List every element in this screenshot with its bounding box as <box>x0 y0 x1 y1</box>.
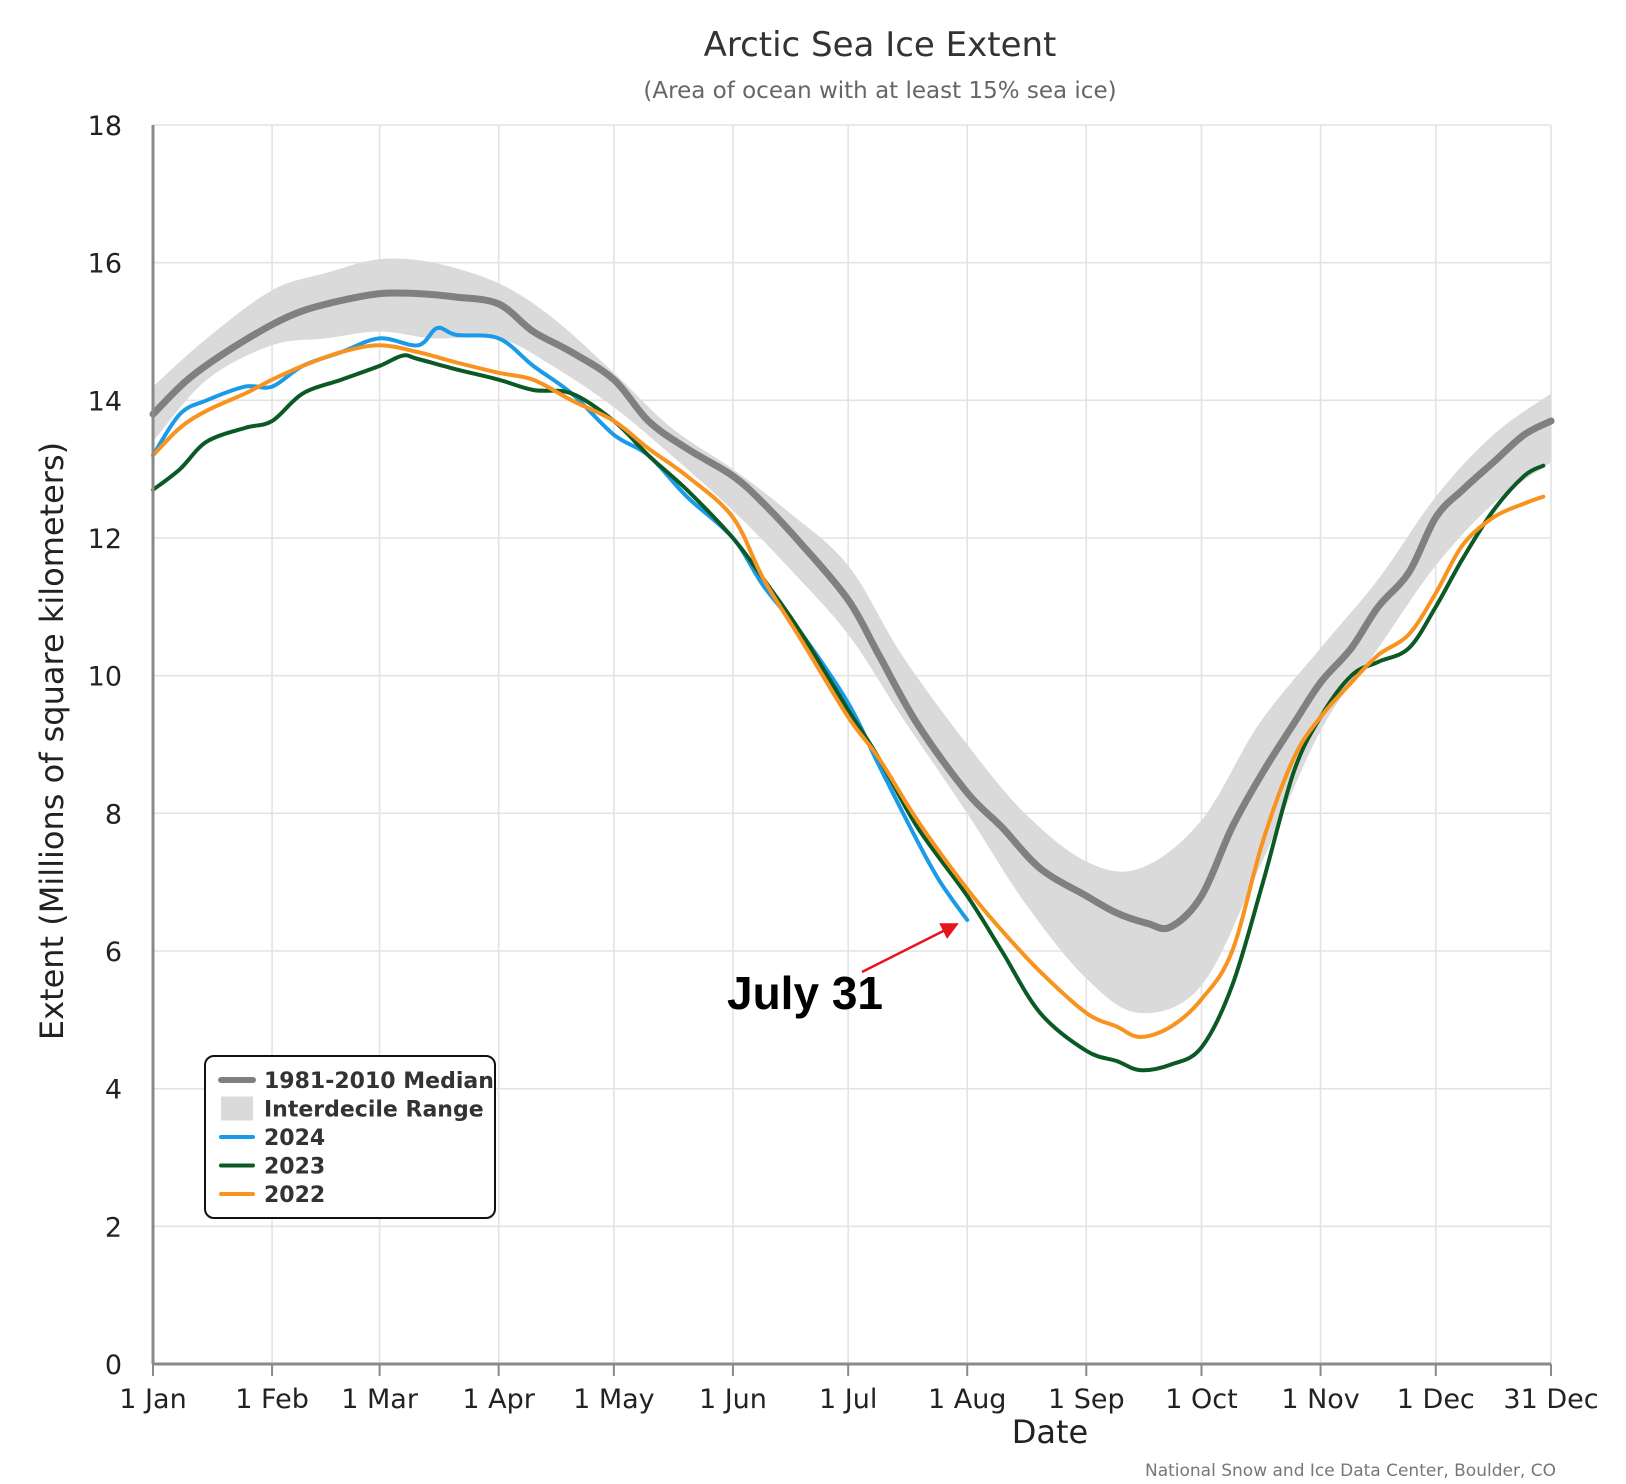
x-tick-label: 1 Jun <box>699 1384 767 1415</box>
x-tick-label: 1 Aug <box>928 1384 1006 1415</box>
credit-text: National Snow and Ice Data Center, Bould… <box>1145 1461 1556 1480</box>
series-line-2024 <box>151 325 970 922</box>
y-tick-label: 10 <box>88 662 122 693</box>
x-tick-label: 1 Apr <box>462 1384 535 1415</box>
y-tick-label: 14 <box>88 386 122 417</box>
y-tick-label: 0 <box>105 1350 122 1381</box>
x-tick-label: 1 Nov <box>1281 1384 1359 1415</box>
x-axis-label: Date <box>1012 1413 1088 1451</box>
series-line-2022 <box>151 343 1546 1039</box>
legend-label: 2022 <box>264 1183 325 1208</box>
y-tick-label: 6 <box>105 937 122 968</box>
legend-items: 1981-2010 Median Interdecile Range 2024 202… <box>218 1069 494 1208</box>
legend-label: 1981-2010 Median <box>264 1069 494 1094</box>
axes <box>151 125 1551 1366</box>
legend-swatch <box>221 1096 253 1121</box>
y-tick-label: 4 <box>105 1075 122 1106</box>
annotation-label: July 31 <box>727 967 883 1019</box>
y-tick-labels: 0 2 4 6 8 10 12 14 16 18 <box>88 111 122 1381</box>
chart-subtitle: (Area of ocean with at least 15% sea ice… <box>643 78 1116 104</box>
x-tick-label: 1 May <box>573 1384 655 1415</box>
legend-label: 2024 <box>264 1126 325 1151</box>
x-tick-label: 1 Dec <box>1397 1384 1475 1415</box>
legend-label: 2023 <box>264 1155 325 1180</box>
interdecile-band-layer <box>153 258 1551 1014</box>
x-tick-label: 1 Sep <box>1048 1384 1125 1415</box>
legend-label: Interdecile Range <box>264 1098 484 1123</box>
y-tick-label: 16 <box>88 249 122 280</box>
x-tick-label: 1 Mar <box>341 1384 419 1415</box>
annotation-arrow <box>861 922 959 974</box>
series-line-1981-2010-median <box>149 289 1555 933</box>
y-axis-label: Extent (Millions of square kilometers) <box>33 442 71 1040</box>
y-tick-label: 12 <box>88 524 122 555</box>
interdecile-range-band <box>153 258 1551 1014</box>
y-tick-label: 2 <box>105 1212 122 1243</box>
y-tick-label: 8 <box>105 799 122 830</box>
x-tick-labels: 1 Jan 1 Feb 1 Mar 1 Apr 1 May 1 Jun 1 Jul 1 Aug… <box>119 1364 1599 1415</box>
chart-title: Arctic Sea Ice Extent <box>704 25 1057 65</box>
series-layer <box>149 289 1555 1073</box>
x-tick-label: 1 Feb <box>235 1384 309 1415</box>
x-tick-label: 1 Jul <box>819 1384 877 1415</box>
x-tick-label: 31 Dec <box>1503 1384 1598 1415</box>
legend: 1981-2010 Median Interdecile Range 2024 202… <box>204 1055 496 1219</box>
y-tick-label: 18 <box>88 111 122 142</box>
legend-box <box>204 1055 496 1219</box>
x-tick-label: 1 Oct <box>1165 1384 1237 1415</box>
x-tick-label: 1 Jan <box>119 1384 186 1415</box>
